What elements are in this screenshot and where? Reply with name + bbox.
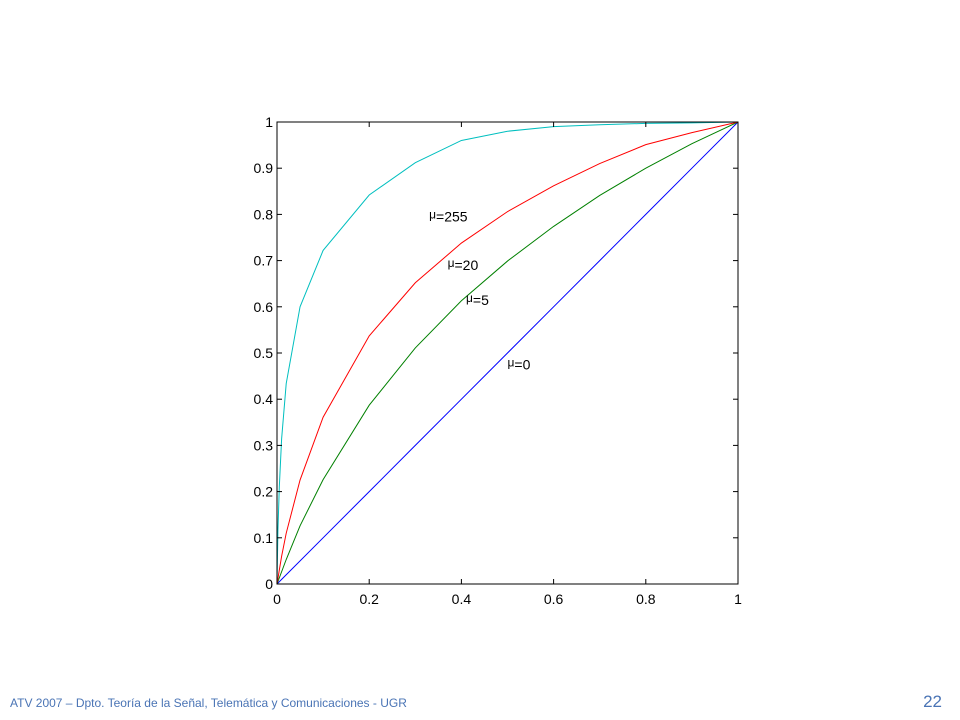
y-tick-label: 0.7 <box>254 253 274 269</box>
y-tick-label: 0.2 <box>254 484 274 500</box>
series-line-mu-5 <box>276 121 739 585</box>
x-tick-label: 0.2 <box>359 591 379 607</box>
y-tick-label: 0.4 <box>254 391 274 407</box>
page-number: 22 <box>923 692 942 711</box>
y-tick-label: 0.8 <box>254 206 274 222</box>
series-line-mu-20 <box>276 121 739 585</box>
curve-annotation: μ=255 <box>429 208 468 225</box>
curve-annotation: μ=20 <box>448 256 479 273</box>
y-tick-label: 0.6 <box>254 299 274 315</box>
x-tick-label: 0.4 <box>452 591 472 607</box>
y-tick-label: 0.3 <box>254 437 274 453</box>
footer-text: ATV 2007 – Dpto. Teoría de la Señal, Tel… <box>10 696 407 710</box>
y-tick-label: 1 <box>265 114 273 130</box>
x-tick-label: 1 <box>734 591 742 607</box>
x-tick-label: 0 <box>273 591 281 607</box>
mu-symbol: μ <box>466 291 473 305</box>
mu-symbol: μ <box>429 208 436 222</box>
curve-annotation: μ=0 <box>508 356 531 373</box>
mu-law-chart: 0 0.2 0.4 0.6 0.8 1 0 0.1 0.2 0.3 0.4 0.5 0.6 0.7 0.8 0… <box>254 114 743 607</box>
series-line-mu-255 <box>276 121 739 585</box>
y-tick-label: 0 <box>265 576 273 592</box>
series-line-mu-0 <box>276 121 739 585</box>
curve-annotation: μ=5 <box>466 291 489 308</box>
annotation-label: =20 <box>454 257 478 273</box>
x-tick-label: 0.8 <box>636 591 656 607</box>
annotation-label: =5 <box>473 292 489 308</box>
y-tick-label: 0.5 <box>254 345 274 361</box>
mu-symbol: μ <box>508 356 515 370</box>
annotation-label: =0 <box>514 357 530 373</box>
mu-symbol: μ <box>448 256 455 270</box>
annotation-label: =255 <box>436 209 468 225</box>
x-tick-label: 0.6 <box>544 591 564 607</box>
y-tick-label: 0.1 <box>254 530 274 546</box>
y-tick-label: 0.9 <box>254 160 274 176</box>
